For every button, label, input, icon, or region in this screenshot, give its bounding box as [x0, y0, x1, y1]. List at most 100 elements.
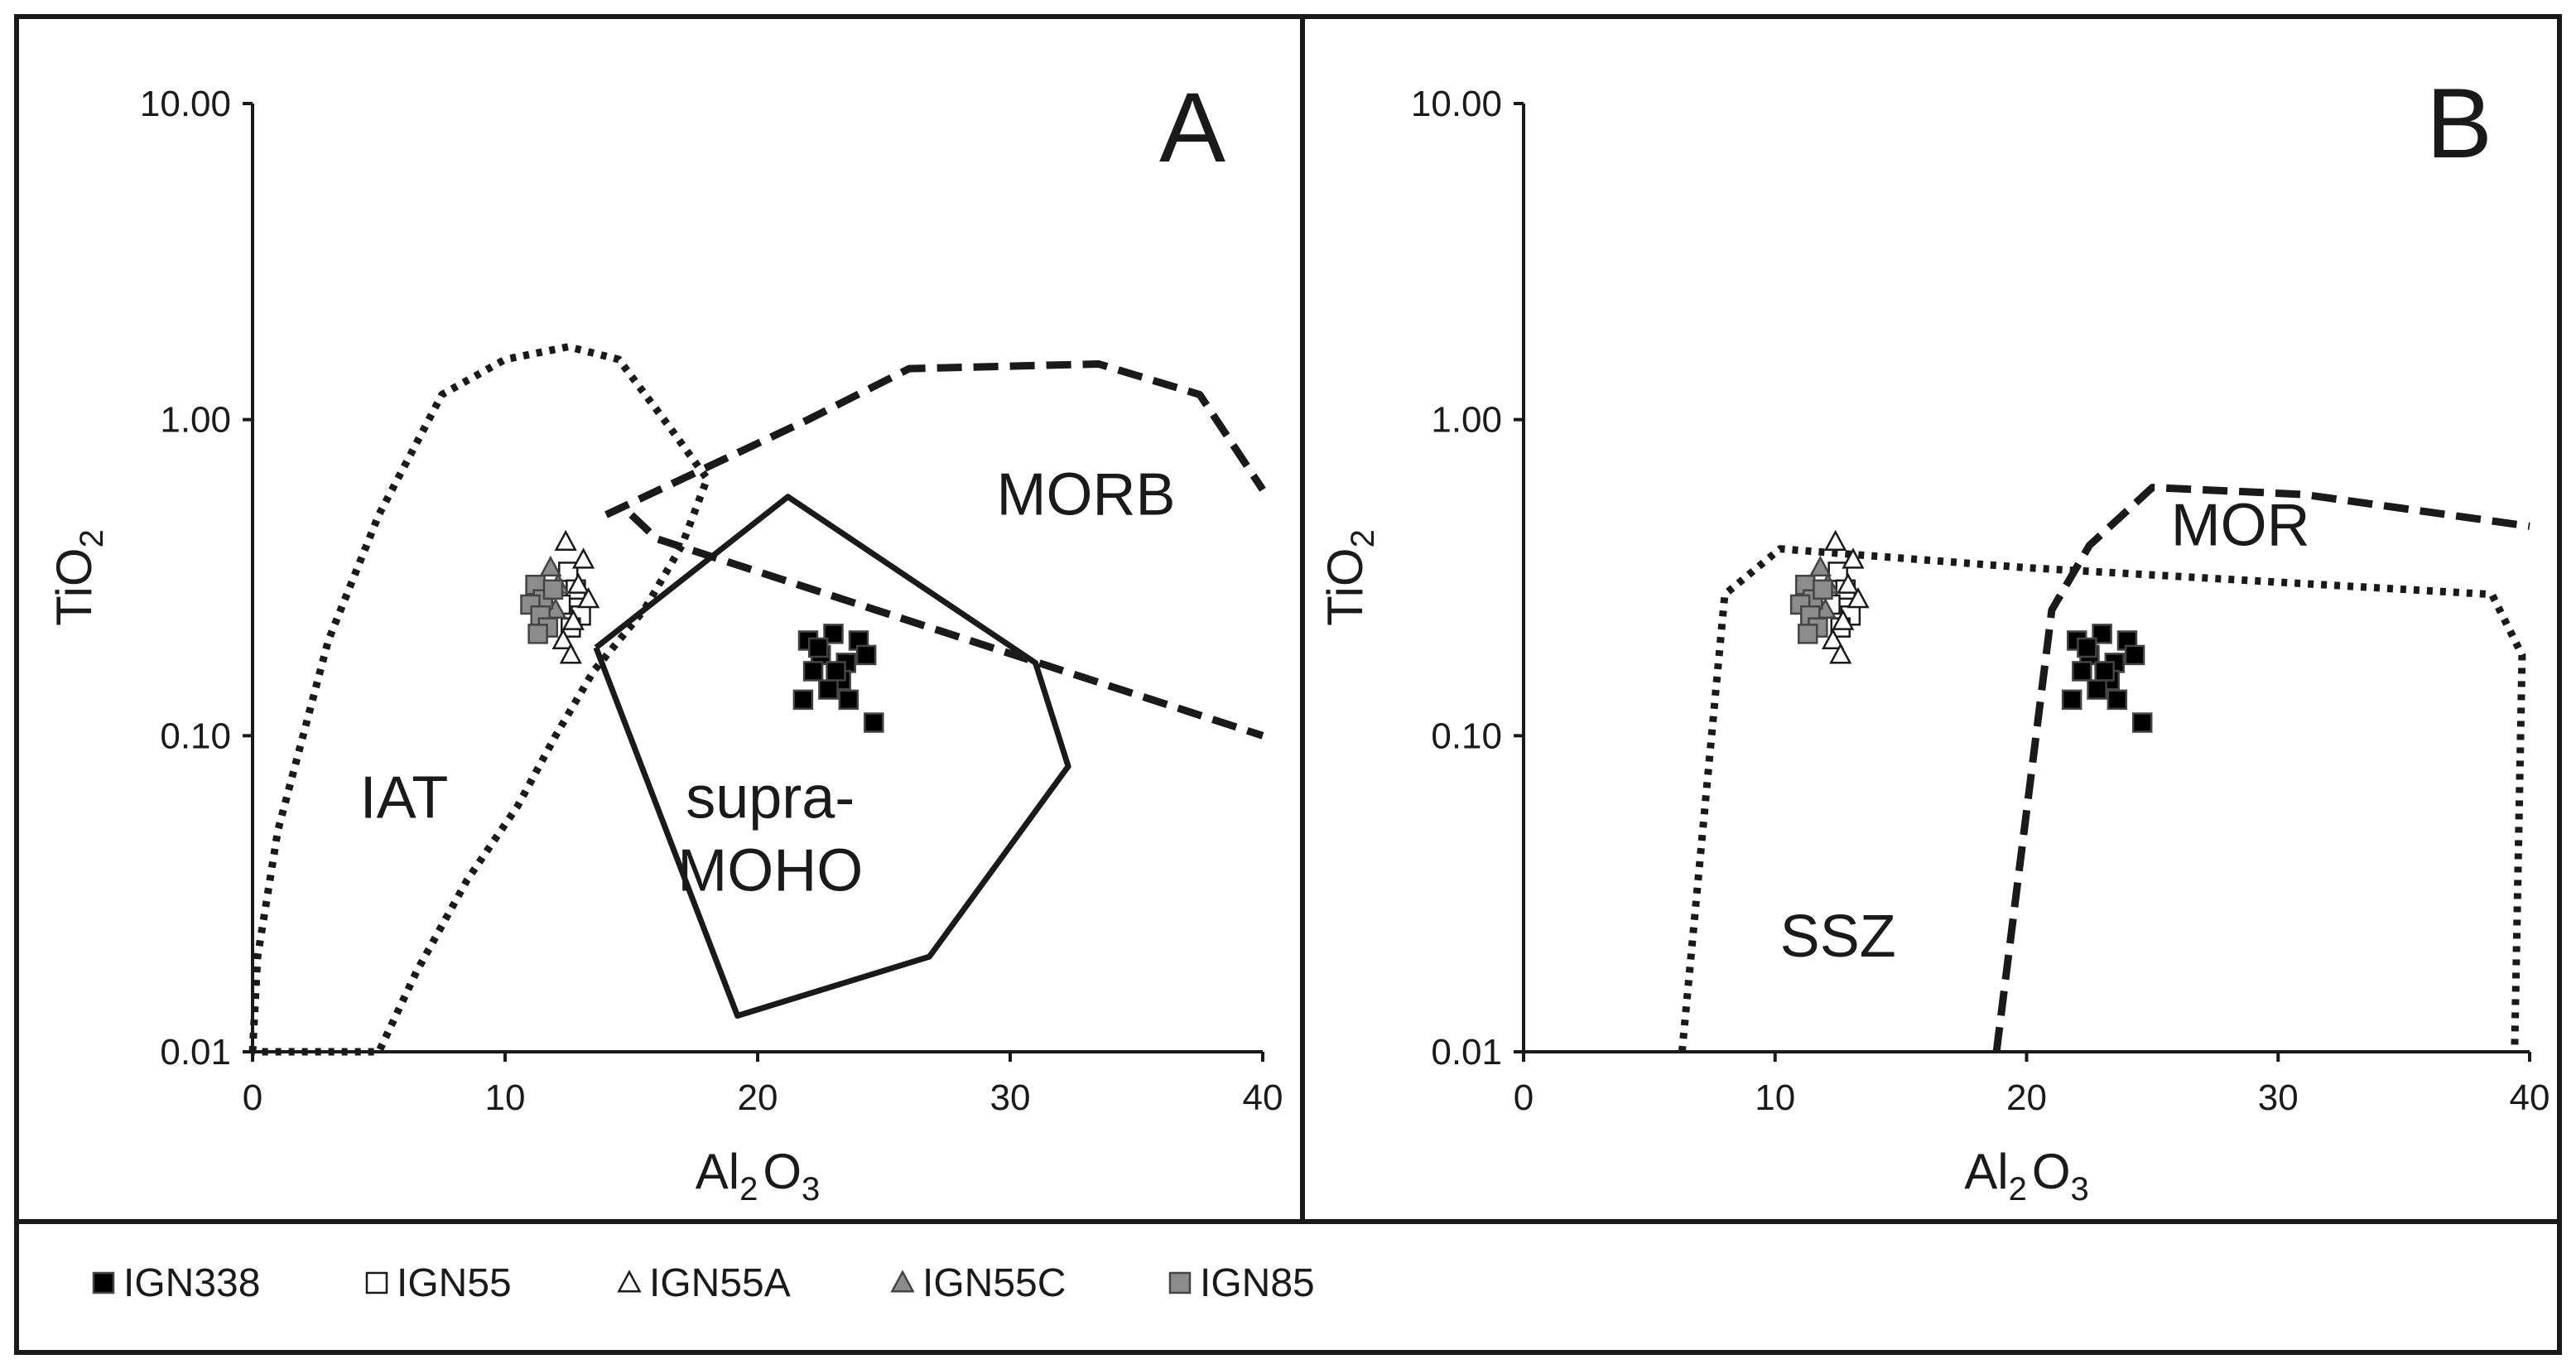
data-point-ign338 — [2092, 624, 2112, 644]
data-point-ign338 — [864, 712, 884, 733]
x-tick-label: 30 — [2258, 1077, 2299, 1118]
data-point-ign338 — [2124, 644, 2145, 666]
field-label-ssz: SSZ — [1780, 904, 1896, 970]
legend-symbol — [890, 1270, 915, 1293]
x-tick-label: 10 — [485, 1077, 526, 1118]
data-point-ign338 — [818, 679, 839, 700]
field-label-morb: MORB — [997, 462, 1176, 528]
panel-b-x-tick-labels: 0 10 20 30 40 — [1514, 1077, 2550, 1118]
panel-a-fields — [248, 343, 1266, 1056]
data-point-ign55a — [561, 609, 585, 630]
y-tick-label: 10.00 — [140, 84, 231, 124]
panel-b: 0.01 0.10 1.00 10.00 0 10 20 30 40 Al2 O3… — [1317, 68, 2550, 1208]
figure-frame — [14, 14, 2562, 1355]
legend-symbol — [617, 1270, 642, 1293]
y-axis-title: TiO2 — [1317, 529, 1381, 626]
legend-item: IGN55A — [617, 1261, 791, 1305]
panel-a-y-tick-labels: 0.01 0.10 1.00 10.00 — [140, 84, 231, 1073]
panel-a-axes — [243, 102, 1264, 1062]
data-point-ign55a — [571, 547, 595, 569]
y-tick-label: 10.00 — [1411, 84, 1502, 124]
legend-label: IGN55C — [922, 1261, 1066, 1305]
y-tick-label: 0.01 — [1431, 1032, 1502, 1073]
x-tick-label: 0 — [243, 1077, 262, 1118]
data-point-ign55c — [539, 555, 562, 577]
data-point-ign338 — [2077, 637, 2097, 658]
data-point-ign338 — [2107, 689, 2128, 711]
y-tick-label: 0.10 — [1431, 716, 1502, 756]
x-tick-label: 20 — [738, 1077, 778, 1118]
legend-item: IGN338 — [92, 1261, 260, 1305]
panel-a: 0.01 0.10 1.00 10.00 0 10 20 30 40 Al2 O3… — [46, 72, 1283, 1208]
panel-a-data-points — [520, 529, 884, 733]
data-point-ign338 — [823, 624, 844, 644]
data-point-ign55a — [577, 586, 600, 609]
x-tick-label: 40 — [2510, 1077, 2550, 1118]
x-tick-label: 40 — [1243, 1077, 1283, 1118]
data-point-ign338 — [2131, 712, 2153, 733]
data-point-ign338 — [855, 644, 877, 666]
legend-marker-gray-triangle — [890, 1270, 915, 1293]
legend-label: IGN338 — [123, 1261, 260, 1305]
legend: IGN338 IGN55 IGN55A IGN55C IGN85 — [92, 1261, 1315, 1305]
legend-symbol — [365, 1271, 388, 1294]
data-point-ign338 — [802, 661, 824, 682]
data-point-ign55c — [1808, 555, 1832, 577]
panel-b-fields — [1678, 484, 2530, 1053]
y-tick-label: 1.00 — [1431, 400, 1502, 441]
panel-b-data-points — [1789, 529, 2153, 733]
data-point-ign338 — [2087, 679, 2107, 700]
legend-label: IGN55 — [397, 1261, 512, 1305]
field-boundary — [1992, 484, 2530, 1053]
x-tick-label: 20 — [2006, 1077, 2047, 1118]
x-axis-title: Al2 O3 — [1964, 1144, 2089, 1208]
data-point-ign85 — [1797, 624, 1818, 644]
legend-marker-open-triangle — [617, 1270, 642, 1293]
y-tick-label: 0.10 — [160, 716, 231, 756]
y-axis-title: TiO2 — [46, 529, 110, 626]
field-label-mor: MOR — [2171, 493, 2310, 559]
y-tick-label: 0.01 — [160, 1032, 231, 1073]
legend-marker-gray-square — [1168, 1271, 1192, 1294]
data-point-ign85 — [542, 579, 564, 600]
data-point-ign55a — [1829, 643, 1852, 664]
data-point-ign338 — [807, 637, 829, 658]
legend-label: IGN55A — [649, 1261, 791, 1305]
data-point-ign85 — [1813, 579, 1833, 600]
data-point-ign55a — [551, 628, 575, 650]
data-point-ign338 — [826, 661, 846, 682]
data-point-ign338 — [2094, 661, 2115, 682]
data-point-ign55a — [559, 643, 582, 664]
panel-b-axes — [1514, 102, 2531, 1062]
x-axis-title: Al2 O3 — [696, 1144, 821, 1208]
panel-b-y-tick-labels: 0.01 0.10 1.00 10.00 — [1411, 84, 1502, 1073]
x-tick-label: 10 — [1755, 1077, 1795, 1118]
data-point-ign338 — [792, 689, 814, 711]
y-tick-label: 1.00 — [160, 400, 231, 441]
legend-label: IGN85 — [1200, 1261, 1315, 1305]
data-point-ign55a — [566, 572, 590, 594]
data-point-ign55a — [554, 529, 577, 552]
legend-symbol — [1168, 1271, 1192, 1294]
field-label-iat: IAT — [360, 764, 449, 831]
panel-label: B — [2426, 68, 2492, 179]
data-point-ign55a — [1842, 547, 1865, 569]
legend-item: IGN55C — [890, 1261, 1066, 1305]
panel-a-x-tick-labels: 0 10 20 30 40 — [243, 1077, 1283, 1118]
x-tick-label: 30 — [990, 1077, 1031, 1118]
data-point-ign55a — [1837, 572, 1860, 594]
panel-label: A — [1159, 72, 1225, 183]
data-point-ign55a — [1824, 529, 1847, 552]
field-label-supra-moho: supra-MOHO — [677, 764, 863, 904]
legend-marker-filled-square — [92, 1271, 115, 1294]
field-boundary — [248, 343, 711, 1056]
data-point-ign55a — [1821, 628, 1845, 650]
legend-item: IGN85 — [1168, 1261, 1315, 1305]
x-tick-label: 0 — [1514, 1077, 1534, 1118]
field-boundary — [604, 360, 1266, 518]
data-point-ign338 — [838, 689, 859, 711]
data-point-ign338 — [2061, 689, 2082, 711]
field-boundary — [1678, 545, 2526, 1053]
data-point-ign55a — [1832, 609, 1855, 630]
